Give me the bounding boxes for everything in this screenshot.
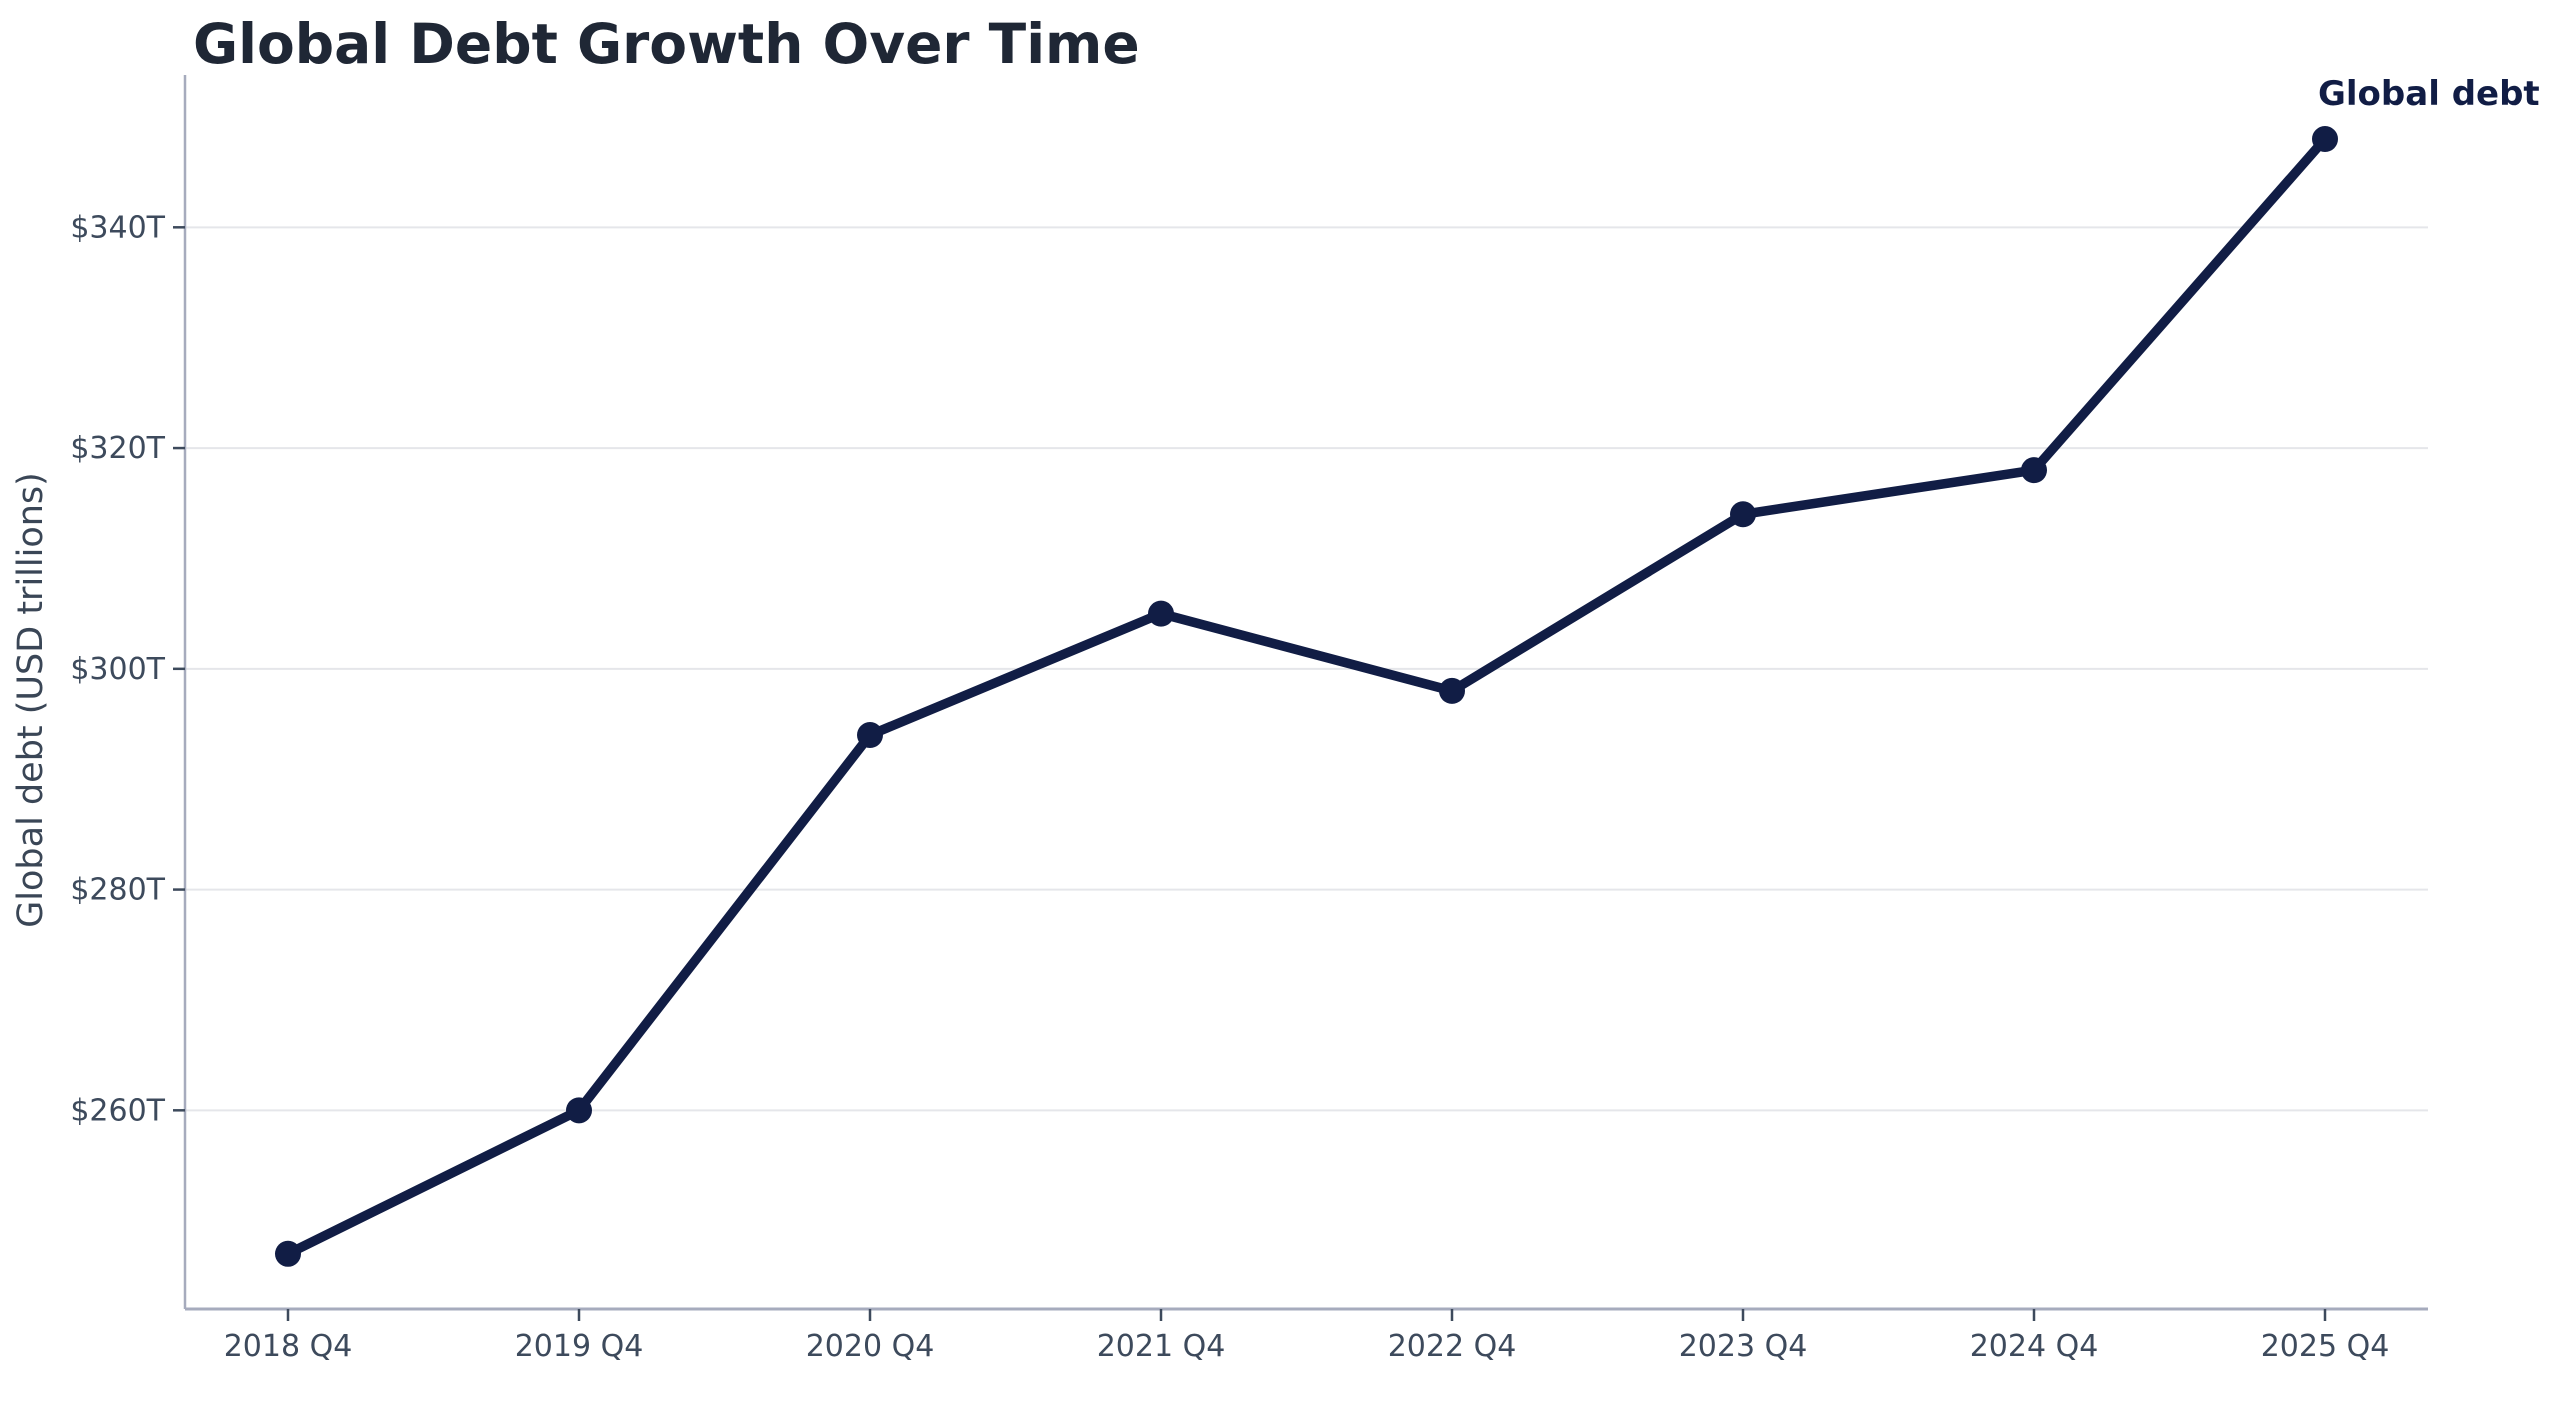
y-tick-label: $320T (70, 431, 165, 466)
y-axis-title: Global debt (USD trillions) (11, 472, 51, 928)
x-tick-label: 2020 Q4 (806, 1329, 935, 1364)
axes (183, 75, 2428, 1311)
data-point-2020-q4 (857, 722, 883, 749)
x-tick-label: 2025 Q4 (2261, 1329, 2390, 1364)
y-tick-label: $300T (70, 652, 165, 687)
series-line (283, 134, 2330, 1259)
series-label: Global debt (2318, 74, 2540, 114)
x-tick-label: 2018 Q4 (224, 1329, 353, 1364)
data-point-2025-q4 (2312, 126, 2338, 153)
y-tick-label: $280T (70, 873, 165, 908)
gridlines (185, 226, 2428, 1112)
series-group (275, 126, 2338, 1267)
y-tick-group: $260T $280T $300T $320T $340T (70, 210, 185, 1128)
data-point-2024-q4 (2021, 457, 2047, 484)
chart-title: Global Debt Growth Over Time (193, 12, 1140, 76)
x-tick-label: 2023 Q4 (1679, 1329, 1808, 1364)
y-tick-label: $260T (70, 1093, 165, 1128)
x-tick-label: 2019 Q4 (515, 1329, 644, 1364)
data-point-2019-q4 (566, 1097, 592, 1124)
y-tick-label: $340T (70, 210, 165, 245)
x-tick-label: 2021 Q4 (1097, 1329, 1226, 1364)
data-point-2023-q4 (1730, 501, 1756, 528)
x-tick-label: 2024 Q4 (1970, 1329, 2099, 1364)
data-point-2022-q4 (1439, 677, 1465, 704)
data-point-2021-q4 (1148, 600, 1174, 627)
data-point-2018-q4 (275, 1240, 301, 1267)
x-tick-group: 2018 Q4 2019 Q4 2020 Q4 2021 Q4 2022 Q4 2023 … (224, 1309, 2390, 1364)
x-tick-label: 2022 Q4 (1388, 1329, 1517, 1364)
